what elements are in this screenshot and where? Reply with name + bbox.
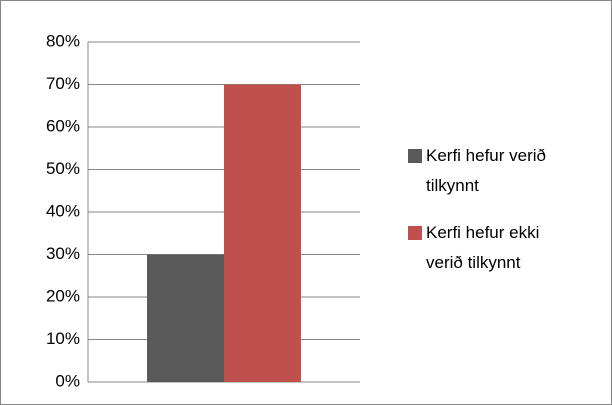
y-tick-label: 30% [46,244,80,263]
legend-swatch [408,149,422,163]
legend-item: Kerfi hefur verið tilkynnt [408,141,566,201]
legend-label: Kerfi hefur ekki verið tilkynnt [426,223,540,272]
legend-label: Kerfi hefur verið tilkynnt [426,146,546,195]
y-tick-label: 80% [46,31,80,50]
legend-item: Kerfi hefur ekki verið tilkynnt [408,218,566,278]
y-tick-label: 20% [46,286,80,305]
y-tick-label: 10% [46,329,80,348]
y-tick-label: 70% [46,74,80,93]
y-tick-label: 50% [46,159,80,178]
bar [224,84,301,382]
legend-swatch [408,226,422,240]
y-tick-label: 0% [55,371,80,390]
y-tick-label: 60% [46,116,80,135]
y-tick-label: 40% [46,201,80,220]
bar [147,254,224,382]
